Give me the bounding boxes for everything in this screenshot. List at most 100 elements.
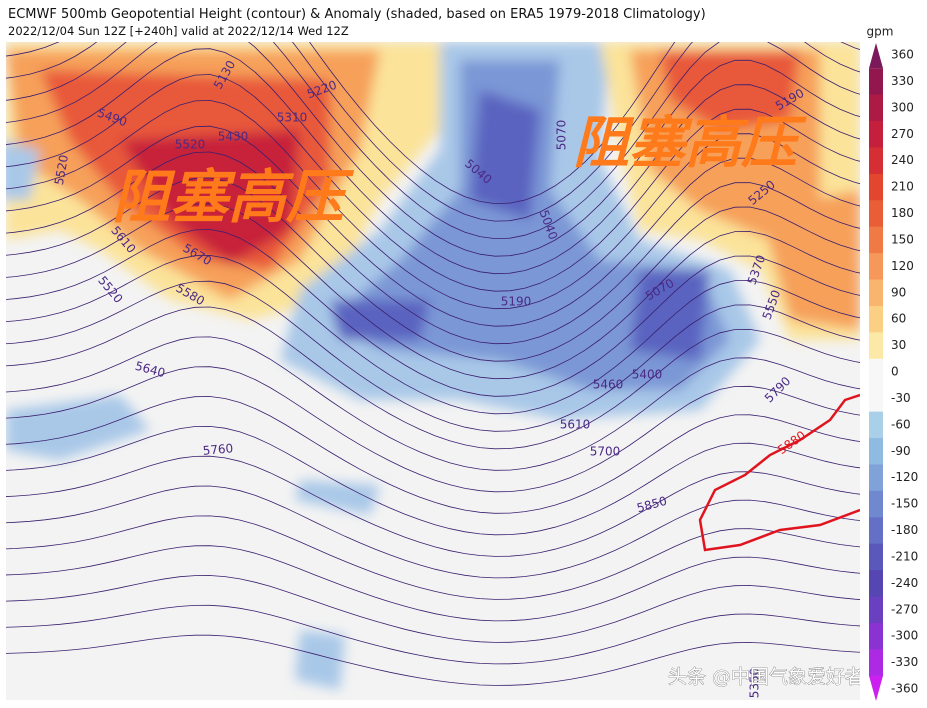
contour-line (6, 177, 860, 362)
contour-line (6, 455, 860, 557)
contour-line (6, 48, 860, 275)
contour-label: 5070 (555, 120, 569, 151)
colorbar-label: -90 (891, 444, 911, 458)
colorbar-label: 60 (891, 312, 906, 326)
contour-line (6, 634, 860, 686)
contour-label: 5460 (593, 378, 624, 392)
contour-label: 5610 (560, 418, 591, 432)
colorbar-swatch (869, 411, 883, 439)
contour-line (6, 42, 860, 240)
contour-line (6, 485, 860, 579)
colorbar-swatch (869, 358, 883, 386)
colorbar-cap (869, 43, 883, 69)
contour-line (6, 336, 860, 471)
contour-line (6, 545, 860, 622)
colorbar-swatch (869, 147, 883, 175)
colorbar-label: 180 (891, 206, 914, 220)
colorbar-swatch (869, 517, 883, 545)
contour-line (6, 396, 860, 514)
contour-label: 5350 (748, 668, 762, 699)
colorbar-label: -210 (891, 549, 918, 563)
contour-line (6, 575, 860, 643)
annotation: 阻塞高压 (573, 111, 807, 176)
contour-line (6, 366, 860, 493)
colorbar-swatch (869, 68, 883, 96)
contour-line (6, 425, 860, 536)
contour-label: 5760 (202, 441, 234, 458)
colorbar-label: 150 (891, 232, 914, 246)
colorbar-label: 0 (891, 365, 899, 379)
colorbar-label: 240 (891, 153, 914, 167)
colorbar-label: -150 (891, 497, 918, 511)
contour-line (6, 151, 860, 345)
contour-line (6, 74, 860, 292)
colorbar-label: 210 (891, 180, 914, 194)
contour-line (6, 42, 860, 257)
colorbar-swatch (869, 596, 883, 624)
contour-label: 5310 (277, 111, 308, 125)
colorbar: gpm 3603303002702402101801501209060300-3… (867, 25, 918, 701)
colorbar-label: -180 (891, 523, 918, 537)
colorbar-label: -30 (891, 391, 911, 405)
colorbar-swatch (869, 464, 883, 492)
colorbar-swatch (869, 570, 883, 598)
colorbar-label: 90 (891, 285, 906, 299)
colorbar-swatch (869, 305, 883, 333)
colorbar-swatch (869, 622, 883, 650)
contour-line (6, 203, 860, 380)
colorbar-label: -270 (891, 602, 918, 616)
colorbar-label: -330 (891, 655, 918, 669)
colorbar-label: 120 (891, 259, 914, 273)
subtitle: 2022/12/04 Sun 12Z [+240h] valid at 2022… (8, 24, 349, 38)
colorbar-unit: gpm (867, 25, 894, 39)
contour-5880 (698, 393, 860, 552)
colorbar-swatch (869, 94, 883, 122)
colorbar-swatch (869, 332, 883, 360)
colorbar-swatch (869, 543, 883, 571)
contour-line (6, 99, 860, 310)
watermark: 头条 @中国气象爱好者 (668, 666, 864, 688)
colorbar-label: -240 (891, 576, 918, 590)
contour-line (6, 280, 860, 432)
contour-label: 5430 (218, 130, 249, 144)
contour-line (6, 42, 860, 222)
contour-label: 5190 (501, 295, 532, 309)
title: ECMWF 500mb Geopotential Height (contour… (8, 7, 706, 22)
colorbar-swatch (869, 121, 883, 148)
colorbar-swatch (869, 226, 883, 254)
colorbar-label: -60 (891, 417, 911, 431)
colorbar-label: 30 (891, 338, 906, 352)
colorbar-label: -360 (891, 682, 918, 696)
contour-line (6, 515, 860, 600)
colorbar-swatch (869, 200, 883, 228)
contour-label: 5520 (52, 154, 71, 187)
colorbar-label: -300 (891, 629, 918, 643)
contour-line (6, 306, 860, 450)
colorbar-swatch (869, 490, 883, 518)
contour-label: 5400 (632, 368, 663, 382)
colorbar-swatch (869, 173, 883, 201)
contour-line (6, 42, 860, 205)
contour-line (6, 254, 860, 415)
annotation: 阻塞高压 (112, 163, 355, 231)
contour-line (6, 229, 860, 397)
colorbar-label: 300 (891, 100, 914, 114)
contour-line (6, 125, 860, 327)
colorbar-cap (869, 675, 883, 701)
contour-lines (6, 42, 860, 686)
colorbar-swatch (869, 385, 883, 413)
colorbar-label: 330 (891, 74, 914, 88)
colorbar-swatch (869, 279, 883, 307)
colorbar-swatch (869, 438, 883, 465)
contour-label: 5520 (175, 138, 206, 152)
colorbar-label: -120 (891, 470, 918, 484)
colorbar-swatch (869, 253, 883, 281)
contour-line (6, 604, 860, 665)
contour-label: 5700 (590, 445, 621, 459)
anomaly-shading (6, 42, 860, 690)
colorbar-label: 270 (891, 127, 914, 141)
colorbar-label: 360 (891, 48, 914, 62)
colorbar-swatch (869, 649, 883, 677)
